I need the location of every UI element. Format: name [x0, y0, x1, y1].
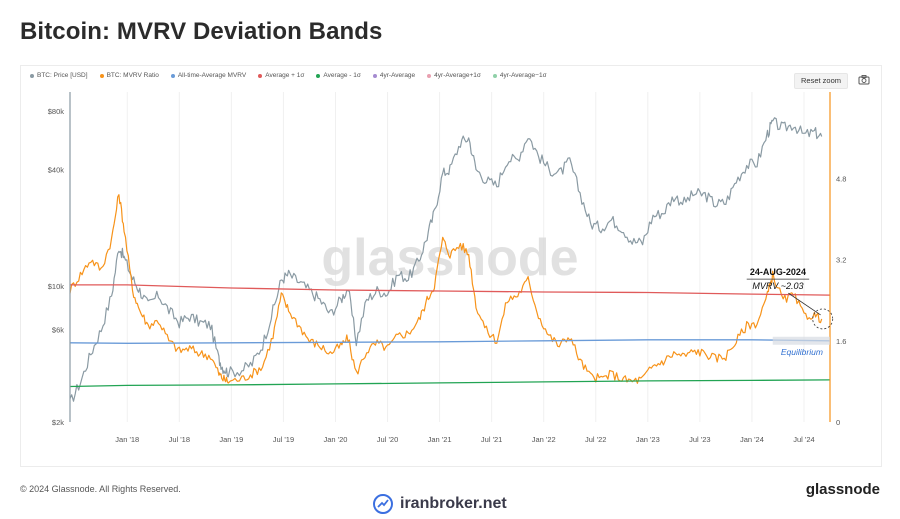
- annotation-circle: [812, 308, 834, 330]
- legend-label: BTC: Price [USD]: [37, 72, 88, 79]
- legend-swatch: [427, 73, 432, 78]
- x-tick-label: Jul '24: [793, 435, 814, 444]
- legend-label: 4yr-Average: [379, 72, 416, 79]
- x-tick-label: Jan '21: [428, 435, 452, 444]
- legend-swatch: [316, 73, 321, 78]
- x-tick-label: Jul '18: [169, 435, 190, 444]
- legend-item[interactable]: Average + 1σ: [258, 72, 304, 79]
- right-tick-label: 3.2: [836, 256, 846, 265]
- x-tick-label: Jan '22: [532, 435, 556, 444]
- left-tick-label: $10k: [48, 282, 65, 291]
- x-tick-label: Jan '24: [740, 435, 764, 444]
- site-watermark-text: iranbroker.net: [400, 495, 507, 512]
- legend-swatch: [258, 73, 263, 78]
- left-tick-label: $80k: [48, 107, 65, 116]
- legend-item[interactable]: BTC: Price [USD]: [30, 72, 88, 79]
- right-tick-label: 4.8: [836, 174, 846, 183]
- x-tick-label: Jan '18: [115, 435, 139, 444]
- annotation-arrow: [788, 292, 821, 316]
- left-tick-label: $2k: [52, 418, 64, 427]
- annotation-equilibrium: Equilibrium: [781, 347, 823, 357]
- page-title: Bitcoin: MVRV Deviation Bands: [20, 18, 383, 45]
- series-line-4: [69, 379, 831, 388]
- x-tick-label: Jan '23: [636, 435, 660, 444]
- series-line-3: [70, 284, 831, 296]
- legend-swatch: [492, 73, 497, 78]
- legend-label: Average + 1σ: [265, 72, 305, 79]
- legend-label: 4yr-Average−1σ: [499, 72, 547, 79]
- x-tick-label: Jul '22: [585, 435, 606, 444]
- legend-item[interactable]: 4yr-Average+1σ: [427, 72, 481, 79]
- x-tick-label: Jul '23: [689, 435, 710, 444]
- chart-badge-icon: [373, 494, 393, 514]
- series-line-2: [69, 339, 831, 344]
- legend-swatch: [170, 73, 175, 78]
- x-tick-label: Jul '19: [273, 435, 294, 444]
- right-tick-label: 0: [836, 418, 840, 427]
- chart-legend: BTC: Price [USD] BTC: MVRV Ratio All-time-…: [30, 72, 547, 79]
- right-tick-label: 1.6: [836, 337, 846, 346]
- x-tick-label: Jan '20: [324, 435, 348, 444]
- legend-swatch: [30, 73, 34, 78]
- legend-swatch: [372, 73, 377, 78]
- legend-label: All-time-Average MVRV: [177, 72, 247, 79]
- left-tick-label: $40k: [48, 165, 65, 174]
- reset-zoom-button[interactable]: Reset zoom: [794, 73, 848, 89]
- series-line-0: [69, 117, 823, 402]
- brand-logo: glassnode: [805, 481, 880, 498]
- legend-item[interactable]: 4yr-Average−1σ: [492, 72, 547, 79]
- x-tick-label: Jul '21: [481, 435, 502, 444]
- legend-item[interactable]: 4yr-Average: [372, 72, 416, 79]
- annotation-date: 24-AUG-2024: [750, 267, 806, 277]
- site-watermark: iranbroker.net: [372, 493, 507, 515]
- legend-label: 4yr-Average+1σ: [434, 72, 481, 79]
- legend-item[interactable]: Average - 1σ: [316, 72, 361, 79]
- x-tick-label: Jan '19: [219, 435, 243, 444]
- legend-label: BTC: MVRV Ratio: [106, 72, 159, 79]
- legend-item[interactable]: BTC: MVRV Ratio: [99, 72, 159, 79]
- chart-frame: [20, 65, 882, 467]
- copyright-text: © 2024 Glassnode. All Rights Reserved.: [20, 484, 181, 494]
- camera-icon[interactable]: [857, 73, 871, 87]
- legend-item[interactable]: All-time-Average MVRV: [170, 72, 247, 79]
- annotation-mvrv: MVRV ~2.03: [752, 281, 803, 291]
- left-tick-label: $6k: [52, 325, 64, 334]
- legend-label: Average - 1σ: [323, 72, 361, 79]
- series-line-1: [69, 194, 823, 384]
- equilibrium-band: [772, 336, 830, 345]
- x-tick-label: Jul '20: [377, 435, 398, 444]
- legend-swatch: [99, 73, 104, 78]
